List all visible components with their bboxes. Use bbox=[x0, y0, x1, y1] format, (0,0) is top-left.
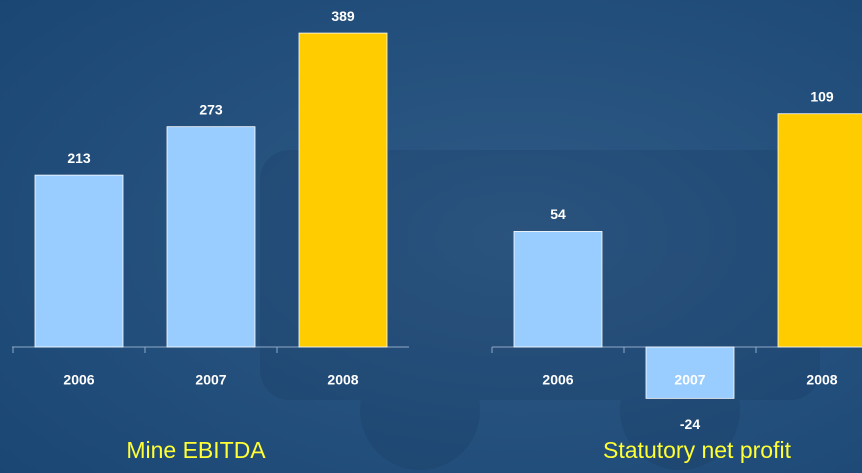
value-label: 273 bbox=[199, 101, 223, 117]
value-label: 213 bbox=[67, 150, 91, 166]
value-label: 54 bbox=[550, 206, 566, 222]
x-tick-label: 2007 bbox=[674, 372, 705, 388]
chart-title: Statutory net profit bbox=[603, 437, 792, 463]
value-label: -24 bbox=[680, 416, 700, 432]
x-tick-label: 2006 bbox=[63, 372, 94, 388]
value-label: 109 bbox=[810, 88, 834, 104]
bar bbox=[514, 231, 602, 347]
x-tick-label: 2008 bbox=[806, 372, 837, 388]
x-tick-label: 2008 bbox=[327, 372, 358, 388]
bar bbox=[35, 175, 123, 347]
value-label: 389 bbox=[331, 8, 355, 24]
x-tick-label: 2006 bbox=[542, 372, 573, 388]
slide: 213 2006 273 2007 389 2008 Mine EBITDA 54 2006 -2… bbox=[0, 0, 862, 473]
chart-title: Mine EBITDA bbox=[126, 437, 266, 463]
bar bbox=[778, 114, 862, 347]
x-tick-label: 2007 bbox=[195, 372, 226, 388]
bar bbox=[167, 127, 255, 347]
bar bbox=[299, 33, 387, 347]
